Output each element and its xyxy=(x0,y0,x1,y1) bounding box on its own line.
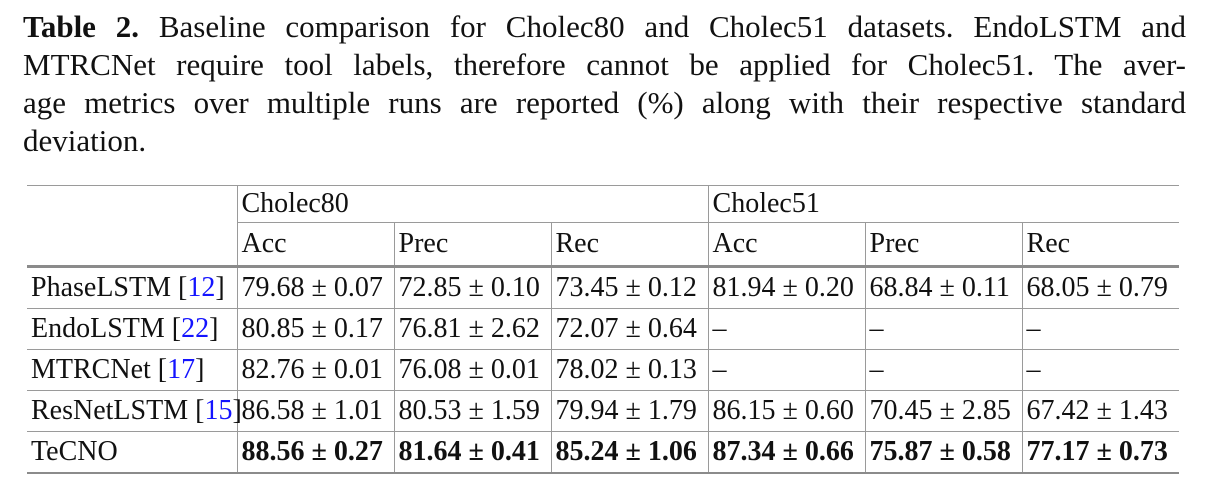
value-cell: 72.07 ± 0.64 xyxy=(550,308,709,350)
method-cell: TeCNO xyxy=(27,431,237,474)
results-table: Cholec80 Cholec51 Acc Prec Rec Acc Prec … xyxy=(27,185,1180,474)
value-cell: 73.45 ± 0.12 xyxy=(550,266,709,309)
method-name: PhaseLSTM xyxy=(31,272,171,303)
value-cell: 78.02 ± 0.13 xyxy=(550,349,709,391)
value-cell: – xyxy=(1021,308,1180,350)
value-cell: 68.84 ± 0.11 xyxy=(864,266,1023,309)
method-name: MTRCNet xyxy=(31,354,151,385)
value-cell: 75.87 ± 0.58 xyxy=(864,431,1023,474)
column-header-acc-cholec51: Acc xyxy=(707,222,866,268)
method-cell: EndoLSTM [22] xyxy=(27,308,237,350)
citation-bracket-close: ] xyxy=(232,395,242,426)
value-cell: 76.08 ± 0.01 xyxy=(393,349,551,391)
method-cell: PhaseLSTM [12] xyxy=(27,266,237,309)
value-cell: 82.76 ± 0.01 xyxy=(236,349,394,391)
value-cell: 88.56 ± 0.27 xyxy=(236,431,394,474)
value-cell: 79.68 ± 0.07 xyxy=(236,266,394,309)
table-row-resnetlstm: ResNetLSTM [15] 86.58 ± 1.01 80.53 ± 1.5… xyxy=(27,390,1180,432)
citation-bracket-close: ] xyxy=(195,354,205,385)
column-header-rec-cholec80: Rec xyxy=(550,222,709,268)
table-caption: Table 2. Baseline comparison for Cholec8… xyxy=(23,8,1186,160)
citation-bracket-open: [ xyxy=(178,272,188,303)
citation-link[interactable]: 17 xyxy=(167,354,196,385)
citation-link[interactable]: 22 xyxy=(181,313,210,344)
group-header-cholec51: Cholec51 xyxy=(707,185,1180,223)
method-name: ResNetLSTM xyxy=(31,395,189,426)
value-cell: 87.34 ± 0.66 xyxy=(707,431,866,474)
column-header-prec-cholec80: Prec xyxy=(393,222,551,268)
value-cell: 77.17 ± 0.73 xyxy=(1021,431,1180,474)
table-row-mtrcnet: MTRCNet [17] 82.76 ± 0.01 76.08 ± 0.01 7… xyxy=(27,349,1180,391)
column-header-prec-cholec51: Prec xyxy=(864,222,1023,268)
value-cell: – xyxy=(864,308,1023,350)
group-header-cholec80: Cholec80 xyxy=(236,185,709,223)
value-cell: 86.58 ± 1.01 xyxy=(236,390,394,432)
citation-bracket-close: ] xyxy=(215,272,225,303)
value-cell: – xyxy=(707,308,866,350)
value-cell: 81.64 ± 0.41 xyxy=(393,431,551,474)
column-header-row: Acc Prec Rec Acc Prec Rec xyxy=(27,222,1180,268)
value-cell: 80.53 ± 1.59 xyxy=(393,390,551,432)
citation-link[interactable]: 15 xyxy=(204,395,233,426)
value-cell: 86.15 ± 0.60 xyxy=(707,390,866,432)
value-cell: 68.05 ± 0.79 xyxy=(1021,266,1180,309)
value-cell: – xyxy=(707,349,866,391)
caption-line-3: age metrics over multiple runs are repor… xyxy=(23,85,1186,120)
table-row-tecno: TeCNO 88.56 ± 0.27 81.64 ± 0.41 85.24 ± … xyxy=(27,431,1180,474)
caption-line-2: MTRCNet require tool labels, therefore c… xyxy=(23,47,1186,82)
citation-bracket-open: [ xyxy=(171,313,182,344)
value-cell: 80.85 ± 0.17 xyxy=(236,308,394,350)
method-name: TeCNO xyxy=(31,436,118,467)
citation-link[interactable]: 12 xyxy=(187,272,216,303)
value-cell: 70.45 ± 2.85 xyxy=(864,390,1023,432)
caption-line-1: Table 2. Baseline comparison for Cholec8… xyxy=(23,8,1186,46)
value-cell: 79.94 ± 1.79 xyxy=(550,390,709,432)
corner-cell xyxy=(27,185,237,223)
value-cell: – xyxy=(1021,349,1180,391)
caption-line-4: deviation. xyxy=(23,123,147,158)
method-cell: MTRCNet [17] xyxy=(27,349,237,391)
caption-line-1-text: Baseline comparison for Cholec80 and Cho… xyxy=(158,9,1187,44)
group-header-row: Cholec80 Cholec51 xyxy=(27,185,1180,223)
value-cell: 67.42 ± 1.43 xyxy=(1021,390,1180,432)
value-cell: 76.81 ± 2.62 xyxy=(393,308,551,350)
citation-bracket-open: [ xyxy=(195,395,205,426)
table-row-phaselstm: PhaseLSTM [12] 79.68 ± 0.07 72.85 ± 0.10… xyxy=(27,266,1180,309)
column-header-acc-cholec80: Acc xyxy=(236,222,394,268)
method-cell: ResNetLSTM [15] xyxy=(27,390,242,432)
caption-label: Table 2. xyxy=(23,9,140,44)
table-row-endolstm: EndoLSTM [22] 80.85 ± 0.17 76.81 ± 2.62 … xyxy=(27,308,1180,350)
value-cell: 85.24 ± 1.06 xyxy=(550,431,709,474)
citation-bracket-close: ] xyxy=(209,313,219,344)
value-cell: – xyxy=(864,349,1023,391)
method-name: EndoLSTM xyxy=(31,313,165,344)
value-cell: 72.85 ± 0.10 xyxy=(393,266,551,309)
column-header-rec-cholec51: Rec xyxy=(1021,222,1180,268)
value-cell: 81.94 ± 0.20 xyxy=(707,266,866,309)
citation-bracket-open: [ xyxy=(157,354,168,385)
column-header-empty xyxy=(27,222,237,268)
